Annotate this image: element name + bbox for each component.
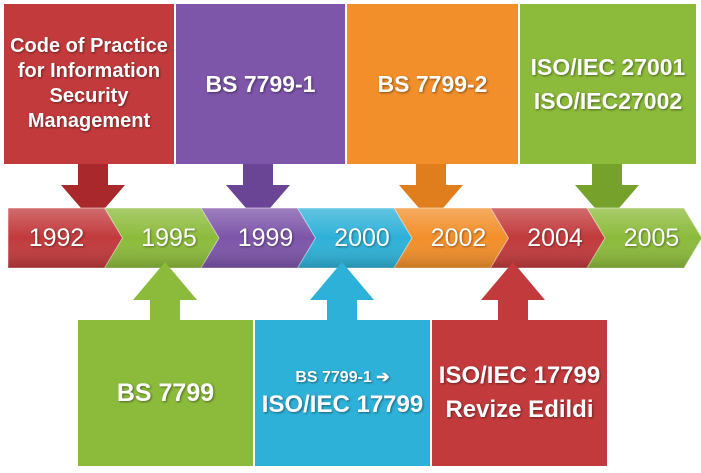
bottom-box-2004-label: ISO/IEC 17799 Revize Edildi — [432, 320, 607, 466]
timeline-year: 1992 — [28, 224, 85, 252]
top-box-2005-label: ISO/IEC 27001 ISO/IEC27002 — [520, 4, 696, 164]
timeline-year: 1995 — [141, 224, 197, 252]
label-text: BS 7799-2 — [377, 70, 488, 97]
timeline-year: 2000 — [334, 224, 390, 252]
top-box-1999 — [176, 4, 345, 164]
bottom-box-2000-label: BS 7799-1 ➔ ISO/IEC 17799 — [255, 320, 430, 466]
top-box-2002 — [347, 4, 518, 164]
bottom-box-2004 — [432, 320, 607, 466]
timeline-chevron-2000 — [297, 208, 413, 268]
top-box-2005 — [520, 4, 696, 164]
timeline-chevron-1999 — [201, 208, 316, 268]
label-line: Revize Edildi — [445, 396, 594, 423]
timeline-chevron-1995 — [104, 208, 220, 268]
timeline-year: 1999 — [237, 224, 294, 252]
label-line: BS 7799-1 ➔ — [295, 369, 390, 386]
arrow-down-icon — [399, 164, 463, 222]
arrow-down-icon — [226, 164, 290, 222]
top-box-1992 — [4, 4, 174, 164]
label-text: Code of Practice for Information Securit… — [10, 35, 168, 132]
bottom-box-2000 — [255, 320, 430, 466]
label-text: BS 7799-1 — [205, 70, 316, 97]
arrow-down-icon — [575, 164, 639, 222]
label-line: ISO/IEC 27001 — [530, 54, 686, 80]
timeline-chevron-1992 — [8, 208, 123, 268]
timeline-chevron-2002 — [394, 208, 509, 268]
timeline-year: 2005 — [623, 224, 680, 252]
bottom-box-1995 — [78, 320, 253, 466]
top-box-1999-label: BS 7799-1 — [176, 4, 345, 164]
label-line: ISO/IEC 17799 — [261, 391, 424, 418]
timeline-chevron-2004 — [490, 208, 606, 268]
bottom-box-1995-label: BS 7799 — [78, 320, 253, 466]
timeline-year: 2004 — [527, 224, 583, 252]
label-line: ISO/IEC27002 — [533, 88, 683, 114]
label-text: BS 7799 — [116, 378, 215, 407]
arrow-down-icon — [61, 164, 125, 222]
arrow-up-icon — [481, 262, 545, 322]
timeline-year: 2002 — [430, 224, 487, 252]
timeline-chevron-2005 — [587, 208, 701, 268]
arrow-up-icon — [310, 262, 374, 322]
label-line: ISO/IEC 17799 — [438, 362, 601, 389]
top-box-1992-label: Code of Practice for Information Securit… — [10, 10, 168, 158]
arrow-up-icon — [133, 262, 197, 322]
top-box-2002-label: BS 7799-2 — [347, 4, 518, 164]
